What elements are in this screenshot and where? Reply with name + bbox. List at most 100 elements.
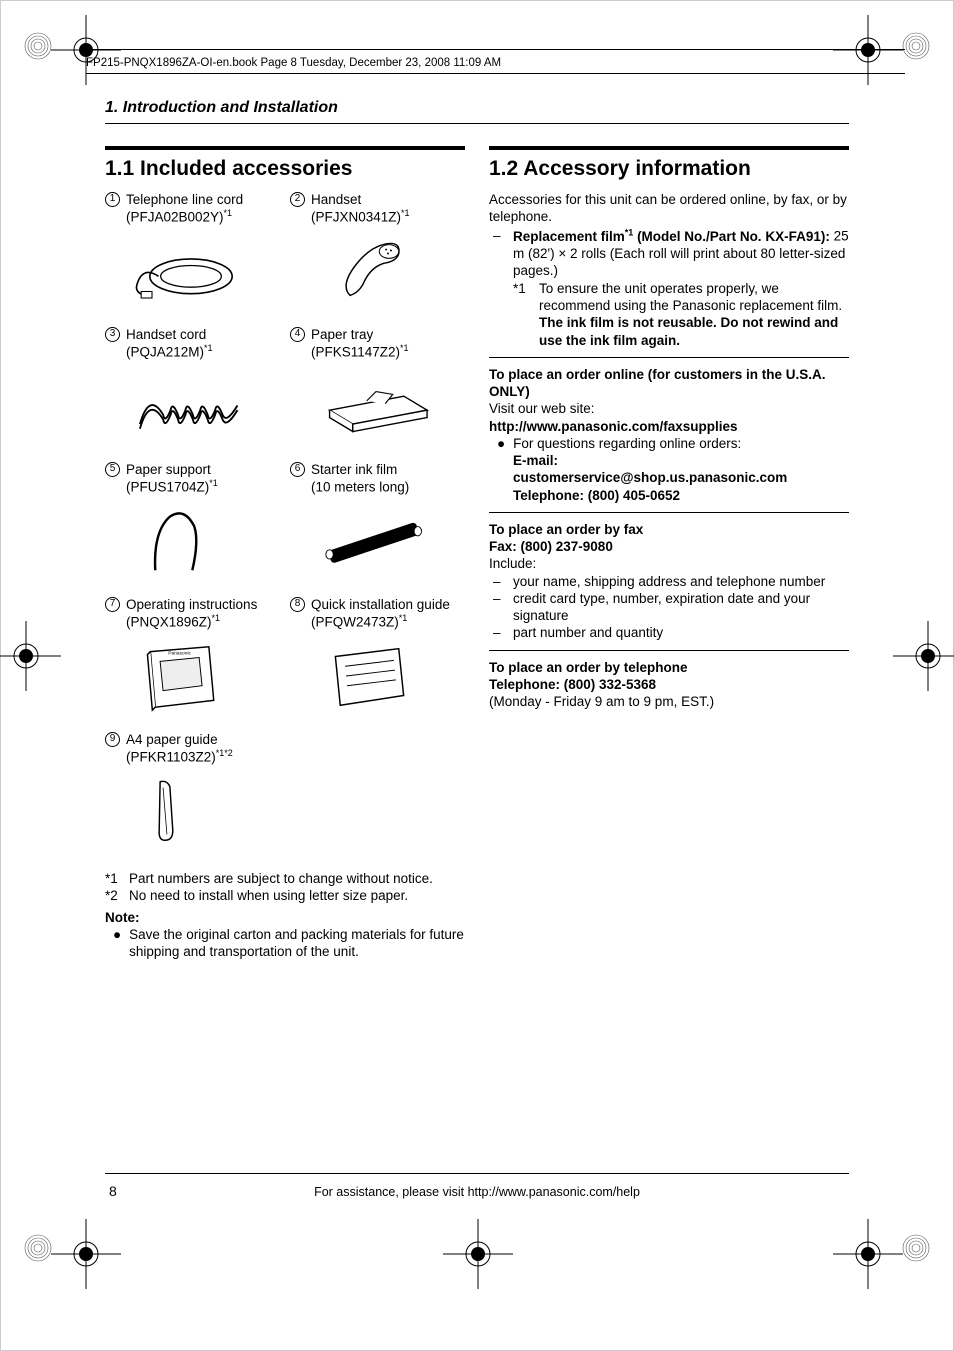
item-number-icon: 8 bbox=[290, 597, 305, 612]
svg-text:Panasonic: Panasonic bbox=[168, 651, 191, 657]
accessory-label: Quick installation guide bbox=[311, 596, 450, 613]
replacement-footnote-text: To ensure the unit operates properly, we… bbox=[539, 280, 849, 349]
left-column: 1.1 Included accessories 1 Telephone line… bbox=[105, 146, 465, 960]
crop-cross-icon bbox=[0, 621, 61, 691]
item-number-icon: 1 bbox=[105, 192, 120, 207]
section-title-accessories: 1.1 Included accessories bbox=[105, 156, 465, 183]
section-rule bbox=[105, 146, 465, 150]
accessory-part: (PFKR1103Z2)*1*2 bbox=[126, 748, 280, 766]
item-number-icon: 5 bbox=[105, 462, 120, 477]
pdf-header-text: FP215-PNQX1896ZA-OI-en.book Page 8 Tuesd… bbox=[86, 57, 501, 69]
footer-text: For assistance, please visit http://www.… bbox=[1, 1185, 953, 1199]
order-tel-number: Telephone: (800) 332-5368 bbox=[489, 676, 849, 693]
right-column: 1.2 Accessory information Accessories fo… bbox=[489, 146, 849, 960]
email-label: E-mail: bbox=[489, 452, 849, 469]
order-online-visit: Visit our web site: bbox=[489, 400, 849, 417]
content-area: 1. Introduction and Installation 1.1 Inc… bbox=[105, 99, 849, 960]
dash-icon: – bbox=[493, 227, 505, 279]
accessory-part: (PNQX1896Z)*1 bbox=[126, 613, 280, 631]
crop-cross-icon bbox=[51, 1219, 121, 1289]
divider bbox=[489, 357, 849, 358]
guide-sheet-icon bbox=[311, 637, 465, 715]
order-tel-hours: (Monday - Friday 9 am to 9 pm, EST.) bbox=[489, 693, 849, 710]
paper-support-icon bbox=[126, 502, 280, 580]
item-number-icon: 9 bbox=[105, 732, 120, 747]
accessory-part: (PFJA02B002Y)*1 bbox=[126, 208, 280, 226]
dash-icon: – bbox=[493, 624, 505, 641]
accessory-label: Handset cord bbox=[126, 326, 206, 343]
paper-tray-icon bbox=[311, 367, 465, 445]
handset-icon bbox=[311, 232, 465, 310]
accessory-part: (PQJA212M)*1 bbox=[126, 343, 280, 361]
list-item: –credit card type, number, expiration da… bbox=[489, 590, 849, 625]
manual-page: FP215-PNQX1896ZA-OI-en.book Page 8 Tuesd… bbox=[0, 0, 954, 1351]
order-fax-number: Fax: (800) 237-9080 bbox=[489, 538, 849, 555]
crop-cross-icon bbox=[833, 1219, 903, 1289]
item-number-icon: 7 bbox=[105, 597, 120, 612]
footnote-text: No need to install when using letter siz… bbox=[129, 887, 408, 904]
replacement-film-item: – Replacement film*1 (Model No./Part No.… bbox=[489, 227, 849, 279]
accessory-label: Handset bbox=[311, 191, 361, 208]
divider bbox=[489, 512, 849, 513]
chapter-rule bbox=[105, 123, 849, 124]
crop-cross-icon bbox=[833, 15, 903, 85]
footnote-marker: *1 bbox=[105, 870, 123, 887]
accessory-part: (PFQW2473Z)*1 bbox=[311, 613, 465, 631]
accessory-label: Starter ink film bbox=[311, 461, 397, 478]
manual-book-icon: Panasonic bbox=[126, 637, 280, 715]
paper-guide-icon bbox=[126, 772, 280, 850]
dash-icon: – bbox=[493, 573, 505, 590]
registration-swirl-icon bbox=[23, 31, 53, 61]
footnote-text: Part numbers are subject to change witho… bbox=[129, 870, 433, 887]
section-rule bbox=[489, 146, 849, 150]
item-number-icon: 3 bbox=[105, 327, 120, 342]
accessory-label: A4 paper guide bbox=[126, 731, 218, 748]
item-number-icon: 6 bbox=[290, 462, 305, 477]
replacement-film-text: Replacement film*1 (Model No./Part No. K… bbox=[513, 227, 849, 279]
accessory-item: 5 Paper support (PFUS1704Z)*1 bbox=[105, 461, 280, 590]
crop-cross-icon bbox=[893, 621, 954, 691]
accessory-item: 6 Starter ink film (10 meters long) bbox=[290, 461, 465, 590]
accessory-label: Telephone line cord bbox=[126, 191, 243, 208]
accessory-item: 2Handset (PFJXN0341Z)*1 bbox=[290, 191, 465, 320]
footer-rule bbox=[105, 1173, 849, 1174]
order-tel-heading: To place an order by telephone bbox=[489, 659, 849, 676]
accessory-item: 3 Handset cord (PQJA212M)*1 bbox=[105, 326, 280, 455]
list-item: –part number and quantity bbox=[489, 624, 849, 641]
order-fax-heading: To place an order by fax bbox=[489, 521, 849, 538]
accessory-part: (PFJXN0341Z)*1 bbox=[311, 208, 465, 226]
bullet-icon: ● bbox=[497, 435, 505, 452]
order-online-heading: To place an order online (for customers … bbox=[489, 366, 849, 401]
section-title-info: 1.2 Accessory information bbox=[489, 156, 849, 183]
note-list: ●Save the original carton and packing ma… bbox=[105, 926, 465, 961]
accessory-part: (PFKS1147Z2)*1 bbox=[311, 343, 465, 361]
accessory-part: (10 meters long) bbox=[311, 478, 465, 496]
email-value: customerservice@shop.us.panasonic.com bbox=[489, 469, 849, 486]
accessory-label: Paper support bbox=[126, 461, 211, 478]
telephone-value: Telephone: (800) 405-0652 bbox=[489, 487, 849, 504]
note-text: Save the original carton and packing mat… bbox=[129, 926, 465, 961]
ink-film-icon bbox=[311, 502, 465, 580]
divider bbox=[489, 650, 849, 651]
footnote-marker: *1 bbox=[513, 280, 533, 349]
order-online-question: ●For questions regarding online orders: bbox=[489, 435, 849, 452]
accessory-item: 4Paper tray (PFKS1147Z2)*1 bbox=[290, 326, 465, 455]
bullet-icon: ● bbox=[113, 926, 121, 961]
accessory-item: 1 Telephone line cord (PFJA02B002Y)*1 bbox=[105, 191, 280, 320]
footnote-marker: *2 bbox=[105, 887, 123, 904]
registration-swirl-icon bbox=[901, 1233, 931, 1263]
intro-text: Accessories for this unit can be ordered… bbox=[489, 191, 849, 226]
crop-cross-icon bbox=[51, 15, 121, 85]
footnotes: *1 Part numbers are subject to change wit… bbox=[105, 870, 465, 905]
note-label: Note: bbox=[105, 909, 465, 926]
accessory-item: 8 Quick installation guide (PFQW2473Z)*1 bbox=[290, 596, 465, 725]
list-item: –your name, shipping address and telepho… bbox=[489, 573, 849, 590]
telephone-cord-icon bbox=[126, 232, 280, 310]
accessory-part: (PFUS1704Z)*1 bbox=[126, 478, 280, 496]
crop-cross-icon bbox=[443, 1219, 513, 1289]
order-online-url: http://www.panasonic.com/faxsupplies bbox=[489, 418, 849, 435]
accessories-grid: 1 Telephone line cord (PFJA02B002Y)*1 2Ha… bbox=[105, 191, 465, 866]
accessory-item: 9 A4 paper guide (PFKR1103Z2)*1*2 bbox=[105, 731, 280, 860]
dash-icon: – bbox=[493, 590, 505, 625]
header-rule-bottom bbox=[86, 73, 905, 74]
